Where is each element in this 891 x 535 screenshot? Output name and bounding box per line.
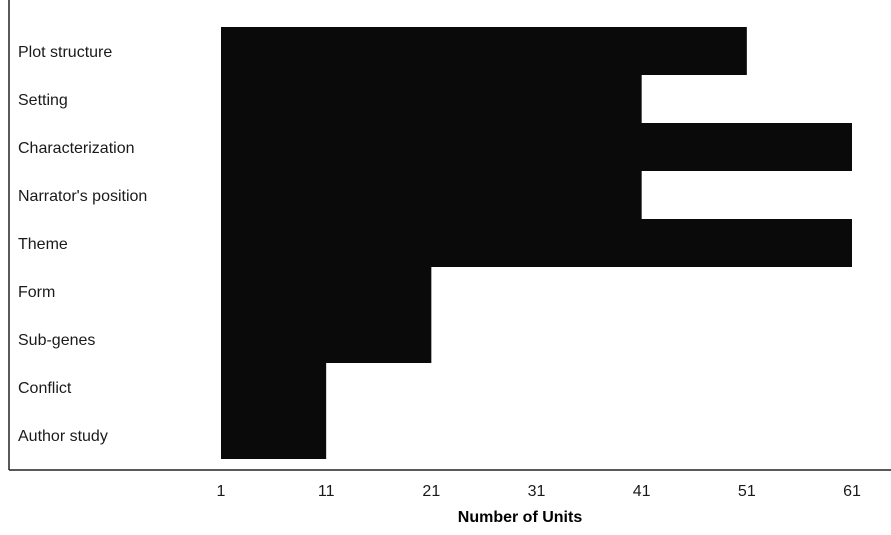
bar	[221, 363, 326, 411]
x-tick-label: 11	[318, 483, 335, 500]
bar	[221, 123, 852, 171]
bars-group	[221, 27, 852, 459]
bar	[221, 315, 431, 363]
x-tick-labels-group: 1 11 21 31 41 51 61	[217, 483, 861, 500]
category-label: Characterization	[18, 140, 135, 157]
x-tick-label: 41	[633, 483, 651, 500]
category-label: Conflict	[18, 380, 72, 397]
x-tick-label: 1	[217, 483, 226, 500]
category-labels-group: Plot structure Setting Characterization Nar…	[18, 44, 147, 445]
category-label: Sub-genes	[18, 332, 95, 349]
category-label: Form	[18, 284, 55, 301]
bar	[221, 27, 747, 75]
x-axis-title: Number of Units	[458, 509, 583, 526]
category-label: Plot structure	[18, 44, 112, 61]
category-label: Author study	[18, 428, 108, 445]
x-tick-label: 31	[528, 483, 546, 500]
x-tick-label: 21	[422, 483, 440, 500]
bar	[221, 411, 326, 459]
category-label: Narrator's position	[18, 188, 147, 205]
bar	[221, 171, 642, 219]
bar	[221, 267, 431, 315]
bar	[221, 75, 642, 123]
bar	[221, 219, 852, 267]
category-label: Setting	[18, 92, 68, 109]
category-label: Theme	[18, 236, 68, 253]
x-tick-label: 51	[738, 483, 756, 500]
x-tick-label: 61	[843, 483, 861, 500]
